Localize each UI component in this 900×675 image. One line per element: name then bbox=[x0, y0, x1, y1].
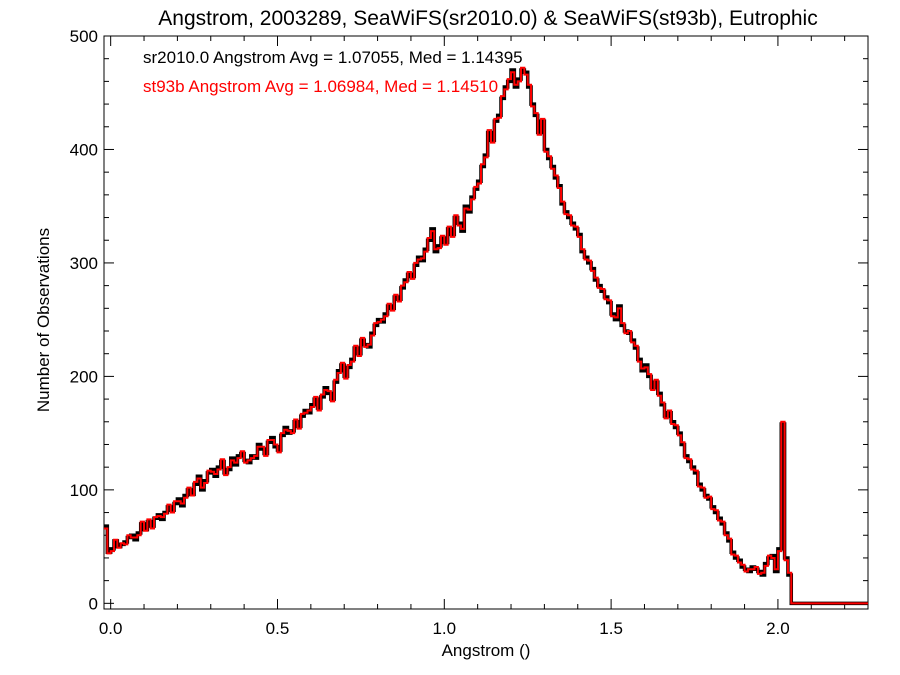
series-1-line bbox=[104, 66, 868, 605]
x-tick-label: 0.0 bbox=[99, 619, 123, 638]
x-tick-label: 1.5 bbox=[599, 619, 623, 638]
x-tick-label: 2.0 bbox=[766, 619, 790, 638]
y-axis: 0 100 200 300 400 500 bbox=[70, 27, 868, 613]
x-tick-label: 1.0 bbox=[432, 619, 456, 638]
x-tick-label: 0.5 bbox=[266, 619, 290, 638]
y-axis-label: Number of Observations bbox=[34, 228, 53, 412]
annotation-sr2010: sr2010.0 Angstrom Avg = 1.07055, Med = 1… bbox=[143, 48, 523, 67]
annotation-st93b: st93b Angstrom Avg = 1.06984, Med = 1.14… bbox=[143, 77, 498, 96]
y-tick-label: 100 bbox=[70, 481, 98, 500]
series-0-line bbox=[104, 68, 868, 606]
plot-frame bbox=[103, 35, 869, 610]
y-tick-label: 0 bbox=[89, 594, 98, 613]
y-tick-label: 500 bbox=[70, 27, 98, 46]
series-group bbox=[104, 66, 868, 606]
x-axis-label: Angstrom () bbox=[442, 641, 531, 660]
x-axis: 0.0 0.5 1.0 1.5 2.0 bbox=[99, 36, 846, 638]
chart-title: Angstrom, 2003289, SeaWiFS(sr2010.0) & S… bbox=[158, 7, 817, 30]
y-tick-label: 300 bbox=[70, 254, 98, 273]
y-tick-label: 400 bbox=[70, 140, 98, 159]
y-tick-label: 200 bbox=[70, 367, 98, 386]
